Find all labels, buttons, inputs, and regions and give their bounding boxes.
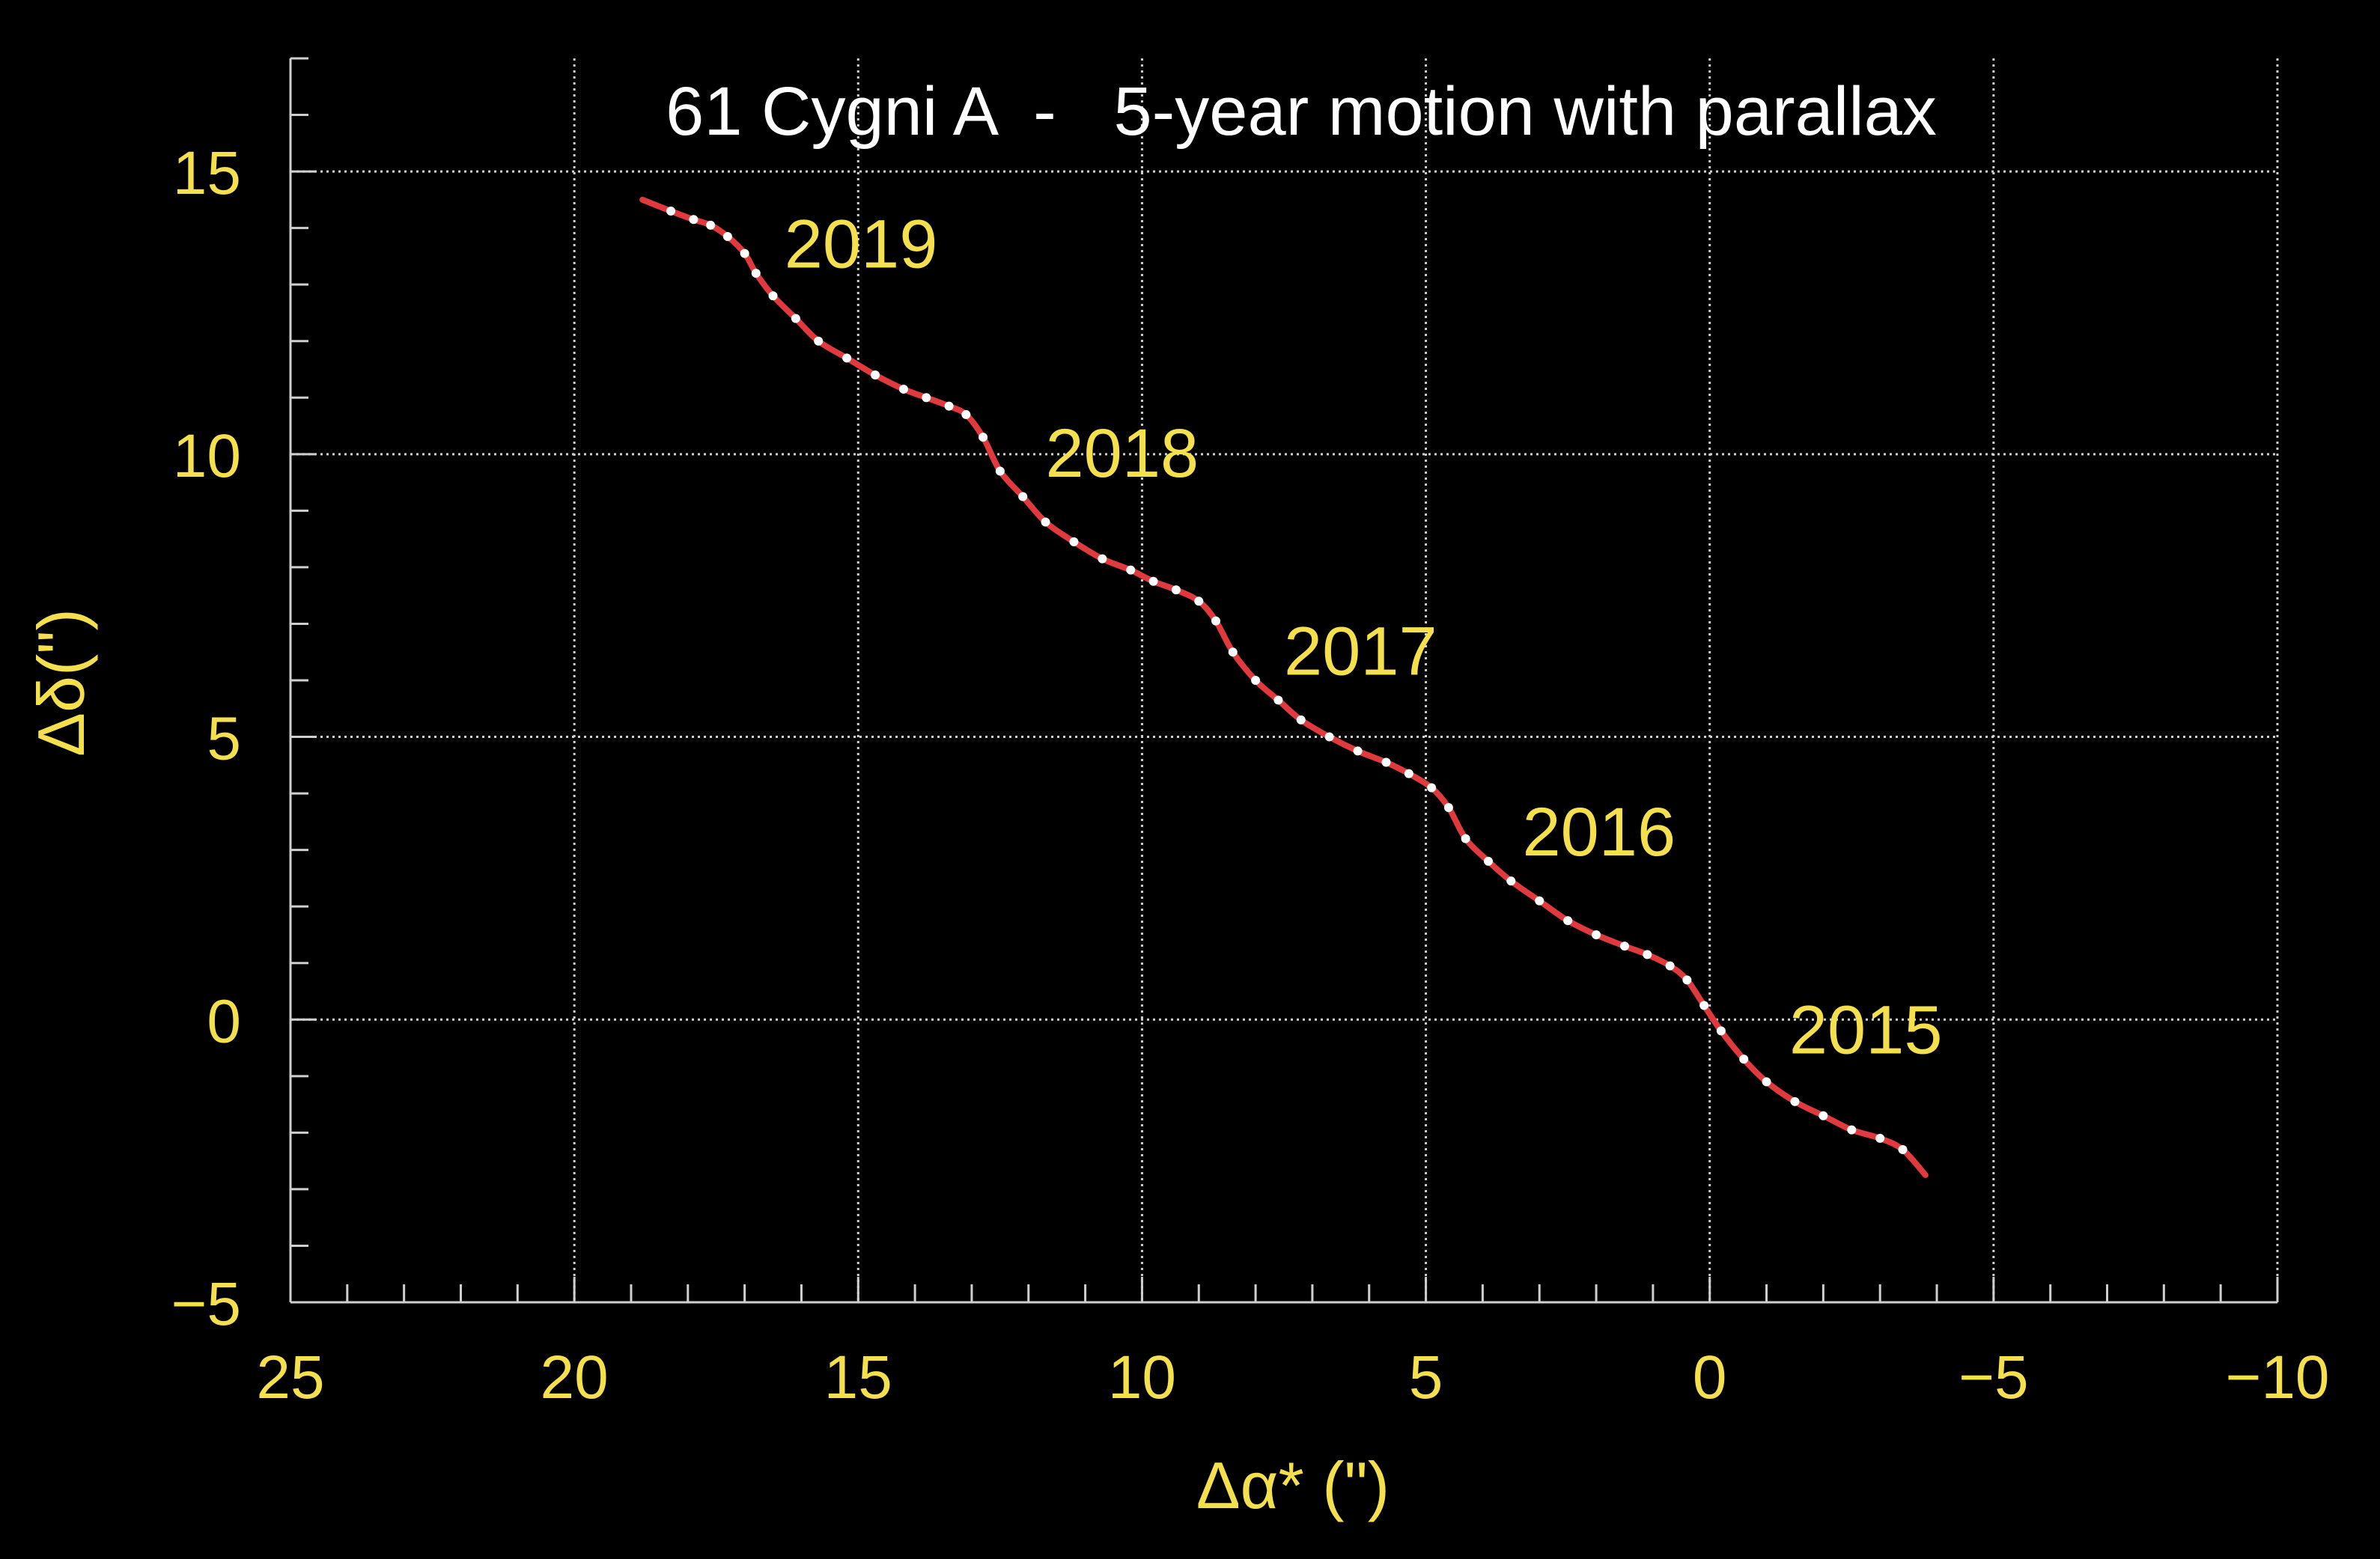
- epoch-marker: [1018, 492, 1028, 501]
- epoch-marker: [1847, 1125, 1857, 1135]
- x-tick-label: 10: [1108, 1343, 1176, 1412]
- epoch-marker: [1148, 576, 1158, 586]
- epoch-marker: [689, 215, 699, 225]
- year-label-2015: 2015: [1789, 992, 1943, 1069]
- x-tick-label: 25: [256, 1343, 324, 1412]
- y-tick-label: 0: [207, 987, 241, 1055]
- epoch-marker: [1324, 732, 1334, 742]
- chart-title: 61 Cygni A - 5-year motion with parallax: [666, 73, 1937, 150]
- y-tick-label: −5: [171, 1270, 242, 1338]
- epoch-marker: [944, 401, 954, 411]
- epoch-marker: [1682, 975, 1692, 985]
- year-label-2018: 2018: [1046, 415, 1199, 492]
- epoch-marker: [1211, 616, 1221, 626]
- epoch-marker: [1819, 1111, 1828, 1120]
- epoch-marker: [1483, 856, 1493, 866]
- epoch-marker: [1535, 896, 1544, 906]
- year-annotations: 2015 2016 2017 2018 2019: [785, 207, 1943, 1069]
- x-tick-label: 20: [541, 1343, 609, 1412]
- epoch-marker: [1171, 585, 1181, 595]
- epoch-marker: [1563, 916, 1573, 926]
- y-tick-label: 5: [207, 705, 241, 773]
- epoch-marker: [1461, 834, 1470, 843]
- epoch-marker: [898, 384, 908, 394]
- epoch-marker: [1506, 876, 1516, 886]
- epoch-marker: [922, 393, 931, 403]
- epoch-marker: [1643, 950, 1652, 959]
- epoch-marker: [1739, 1055, 1749, 1064]
- epoch-marker: [791, 314, 800, 323]
- x-tick-label: −5: [1959, 1343, 2029, 1412]
- year-label-2017: 2017: [1284, 613, 1437, 689]
- epoch-marker: [871, 370, 880, 380]
- epoch-marker: [1443, 802, 1453, 812]
- epoch-marker: [814, 336, 824, 346]
- epoch-marker: [1404, 769, 1413, 778]
- year-label-2016: 2016: [1522, 794, 1676, 870]
- y-axis-title: Δδ("): [24, 608, 98, 757]
- year-label-2019: 2019: [785, 207, 938, 283]
- epoch-marker: [722, 231, 732, 241]
- epoch-marker: [1790, 1096, 1800, 1106]
- x-tick-label: −10: [2225, 1343, 2329, 1412]
- epoch-marker: [740, 248, 749, 258]
- epoch-marker: [1762, 1077, 1771, 1087]
- epoch-marker: [842, 353, 852, 363]
- y-tick-label: 10: [173, 422, 241, 490]
- epoch-marker: [1251, 676, 1261, 685]
- epoch-marker: [706, 220, 716, 230]
- epoch-marker: [1381, 757, 1391, 767]
- epoch-marker: [1296, 715, 1306, 724]
- epoch-marker: [768, 291, 778, 301]
- grid-lines: [289, 58, 2279, 1304]
- marker-layer: [666, 206, 1908, 1155]
- x-axis-title: Δα* ("): [1196, 1448, 1390, 1522]
- epoch-marker: [1699, 1001, 1709, 1010]
- epoch-marker: [1353, 746, 1363, 756]
- epoch-marker: [1592, 930, 1601, 939]
- y-tick-label: 15: [173, 139, 241, 207]
- x-tick-labels: 25 20 15 10 5 0 −5 −10: [256, 1343, 2329, 1412]
- y-tick-labels: −5 0 5 10 15: [171, 139, 242, 1338]
- epoch-marker: [1665, 961, 1675, 971]
- epoch-marker: [1619, 942, 1629, 951]
- epoch-marker: [979, 433, 988, 442]
- epoch-marker: [1273, 695, 1283, 705]
- x-tick-label: 5: [1409, 1343, 1443, 1412]
- epoch-marker: [1041, 517, 1050, 527]
- epoch-marker: [666, 206, 676, 216]
- epoch-marker: [1875, 1133, 1885, 1143]
- epoch-marker: [1228, 647, 1238, 657]
- epoch-marker: [1427, 783, 1437, 793]
- x-tick-label: 0: [1693, 1343, 1727, 1412]
- epoch-marker: [1716, 1026, 1726, 1036]
- epoch-marker: [1898, 1145, 1908, 1155]
- epoch-marker: [995, 466, 1005, 476]
- epoch-marker: [1098, 554, 1107, 564]
- minor-ticks: [289, 57, 2279, 1304]
- epoch-marker: [1194, 597, 1204, 606]
- epoch-marker: [1126, 565, 1136, 575]
- epoch-marker: [751, 269, 761, 278]
- epoch-marker: [961, 409, 971, 419]
- epoch-marker: [1069, 537, 1079, 546]
- x-tick-label: 15: [824, 1343, 892, 1412]
